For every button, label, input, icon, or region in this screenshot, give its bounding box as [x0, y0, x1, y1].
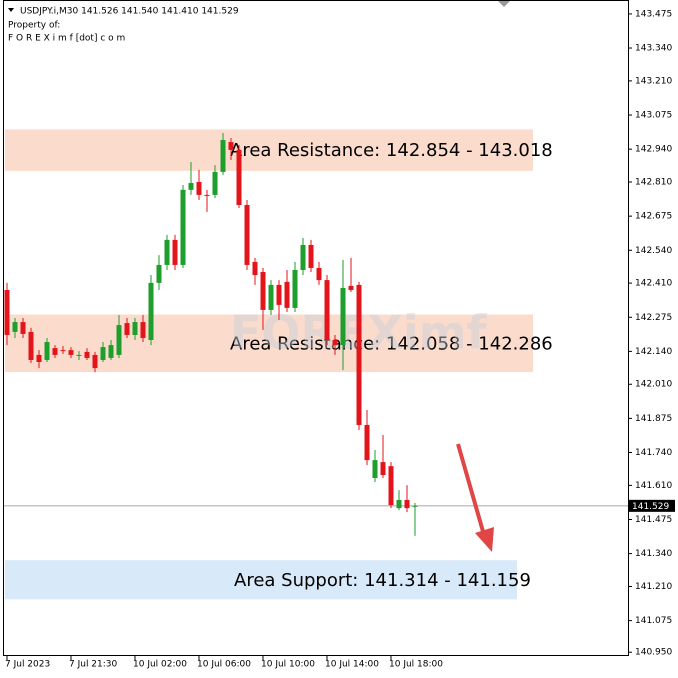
y-tick-label: 141.475 — [635, 515, 672, 525]
zone-label: Area Resistance: 142.854 - 143.018 — [230, 140, 553, 161]
candle-body — [276, 284, 282, 305]
candle-body — [324, 280, 330, 341]
y-tick-label: 141.210 — [635, 582, 672, 592]
property-site: F O R E X i m f [dot] c o m — [8, 34, 125, 44]
candle-body — [284, 281, 290, 308]
candle-body — [108, 345, 114, 358]
arrow-head — [475, 527, 494, 552]
y-tick-label: 142.275 — [635, 313, 672, 323]
candle-body — [244, 205, 250, 265]
arrow-shaft — [456, 443, 486, 536]
y-tick-label: 142.810 — [635, 178, 672, 188]
candle-body — [164, 239, 170, 265]
last-price-label: 141.529 — [632, 502, 669, 512]
y-tick-label: 143.210 — [635, 76, 672, 86]
zone-label: Area Support: 141.314 - 141.159 — [234, 570, 531, 591]
y-tick-label: 142.010 — [635, 380, 672, 390]
candle-body — [220, 140, 226, 172]
candle-body — [116, 325, 122, 355]
candle-body — [172, 239, 178, 265]
candle-body — [372, 460, 378, 479]
candle-body — [300, 244, 306, 270]
candle-body — [316, 267, 322, 281]
candle-body — [196, 182, 202, 195]
menu-arrow — [8, 8, 14, 12]
candle-body — [156, 264, 162, 283]
zones: Area Resistance: 142.854 - 143.018 Area R… — [5, 129, 553, 600]
y-tick-label: 143.075 — [635, 111, 672, 121]
candle-body — [268, 284, 274, 310]
candle-body — [44, 342, 50, 360]
candle-body — [396, 500, 402, 509]
x-tick-label: 10 Jul 18:00 — [389, 660, 443, 670]
candle-body — [124, 323, 130, 335]
candle-body — [100, 347, 106, 360]
candle-body — [212, 171, 218, 195]
property-label: Property of: — [8, 21, 60, 31]
y-tick-label: 142.675 — [635, 212, 672, 222]
candle-body — [348, 285, 354, 290]
candle-body — [52, 348, 58, 355]
candle-body — [84, 351, 90, 358]
y-tick-label: 141.740 — [635, 448, 672, 458]
x-tick-label: 7 Jul 21:30 — [69, 660, 118, 670]
y-tick-label: 142.410 — [635, 279, 672, 289]
x-tick-label: 10 Jul 02:00 — [133, 660, 187, 670]
candle-body — [236, 149, 242, 206]
candle-body — [140, 322, 146, 338]
candle-body — [380, 462, 386, 475]
candle-body — [20, 322, 26, 334]
last-price-box — [629, 499, 675, 512]
y-tick-label: 143.475 — [635, 9, 672, 19]
x-tick-label: 10 Jul 14:00 — [325, 660, 379, 670]
plot-frame — [3, 0, 629, 656]
zone — [5, 560, 517, 600]
candle-body — [36, 354, 42, 363]
candle-body — [148, 282, 154, 341]
candle-body — [412, 505, 418, 507]
zone-label: Area Resistance: 142.058 - 142.286 — [230, 333, 553, 354]
x-tick-label: 10 Jul 10:00 — [261, 660, 315, 670]
candle-body — [404, 500, 410, 509]
y-tick-label: 143.340 — [635, 44, 672, 54]
candle-body — [260, 272, 266, 310]
candle-body — [12, 322, 18, 332]
candle-body — [188, 183, 194, 190]
plot — [4, 132, 628, 536]
candle-body — [228, 142, 234, 150]
x-tick-label: 10 Jul 06:00 — [197, 660, 251, 670]
candle-body — [28, 331, 34, 360]
candle-body — [68, 350, 74, 355]
x-tick-label: 7 Jul 2023 — [5, 660, 50, 670]
candle-body — [4, 289, 10, 335]
candle-body — [356, 284, 362, 425]
scroll-marker — [498, 1, 510, 7]
candle-body — [388, 466, 394, 506]
candle-body — [132, 322, 138, 335]
zone — [5, 129, 533, 171]
candle-body — [252, 261, 258, 276]
y-tick-label: 141.075 — [635, 616, 672, 626]
candle-body — [364, 424, 370, 461]
candle-body — [180, 189, 186, 265]
candle-body — [92, 354, 98, 369]
y-tick-label: 140.950 — [635, 648, 672, 658]
candle-body — [308, 244, 314, 268]
candle-body — [332, 340, 338, 346]
y-tick-label: 142.540 — [635, 246, 672, 256]
candle-body — [204, 194, 210, 196]
y-tick-label: 142.940 — [635, 145, 672, 155]
candle-body — [60, 350, 66, 352]
candle-body — [340, 287, 346, 346]
header: USDJPY.i,M30 141.526 141.540 141.410 141… — [20, 7, 239, 17]
y-tick-label: 141.340 — [635, 549, 672, 559]
y-tick-label: 141.875 — [635, 414, 672, 424]
candle-body — [292, 269, 298, 308]
y-tick-label: 141.610 — [635, 481, 672, 491]
candle-body — [76, 354, 82, 356]
y-tick-label: 142.140 — [635, 347, 672, 357]
